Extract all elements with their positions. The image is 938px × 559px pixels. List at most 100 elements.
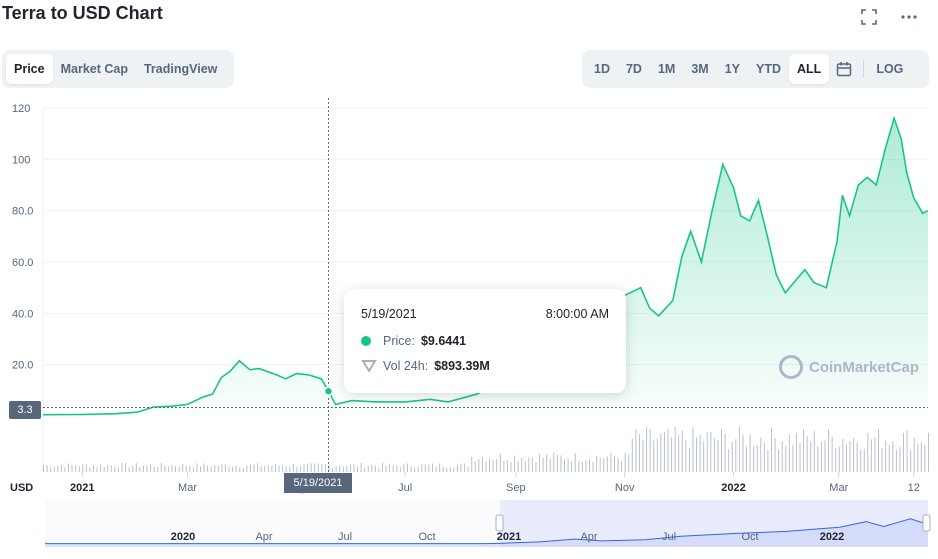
volume-bar [431,463,433,472]
volume-bar [439,463,441,472]
volume-bar [71,464,73,472]
volume-bar [167,466,169,472]
volume-bar [506,460,508,472]
x-tick-label: Mar [829,482,848,494]
volume-bar [642,439,644,472]
navigator-tick-label: 2020 [171,531,195,543]
volume-bar [142,465,144,472]
volume-bar [246,465,248,472]
volume-bar [175,466,177,472]
volume-bar [799,443,801,472]
volume-bar [43,465,44,472]
volume-bar [885,440,887,472]
more-horizontal-icon[interactable] [898,9,920,29]
price-dot-icon [361,336,371,346]
volume-bar [842,438,844,472]
volume-bar [53,466,55,472]
range-7d[interactable]: 7D [625,62,642,76]
volume-bar [310,463,312,472]
range-ytd[interactable]: YTD [756,62,782,76]
volume-bar [428,464,430,472]
volume-bar [121,463,123,472]
navigator[interactable]: 2020 Apr Jul Oct 2021 Apr Jul Oct 2022 [45,500,931,547]
volume-bar [738,426,740,472]
x-tick-label: Sep [506,482,526,494]
volume-bar [478,459,480,472]
navigator-tick-label: 2022 [820,531,844,543]
volume-bar [514,455,516,472]
volume-bar [528,457,530,472]
volume-bar [274,463,276,472]
volume-bar [110,465,112,472]
volume-bar [221,464,223,472]
volume-bar [792,444,794,472]
tooltip-date: 5/19/2021 [361,307,417,321]
volume-bar [667,428,669,472]
y-tick-label: 80.0 [12,206,33,218]
volume-bar [567,458,569,472]
volume-bar [403,463,405,472]
volume-bar [560,455,562,472]
volume-bar [406,463,408,472]
divider [863,60,865,78]
volume-bar [646,427,648,472]
volume-bar [107,465,109,472]
volume-bar [103,466,105,472]
volume-bar [746,446,748,472]
volume-bar [731,441,733,472]
volume-bar [920,442,922,472]
tab-tradingview[interactable]: TradingView [143,62,218,76]
tooltip-time: 8:00:00 AM [545,307,609,321]
navigator-tick-label: Oct [741,531,758,543]
volume-bar [264,465,266,472]
volume-bar [196,463,198,472]
x-tick-label: 12 [908,482,920,494]
volume-bar [556,454,558,472]
volume-bar [442,466,444,472]
coinmarketcap-logo-icon [779,355,803,379]
volume-bar [706,432,708,472]
page-title: Terra to USD Chart [2,3,163,23]
tooltip-volume-label: Vol 24h: [383,359,429,373]
volume-bar [781,441,783,472]
range-all[interactable]: ALL [789,54,830,84]
volume-bar [913,437,915,472]
volume-bar [906,430,908,472]
range-1m[interactable]: 1M [657,62,676,76]
volume-bar [703,441,705,472]
volume-bar [517,461,519,472]
volume-bar [853,438,855,472]
range-1y[interactable]: 1Y [724,62,741,76]
volume-bar [249,464,251,472]
volume-bar [217,465,219,472]
volume-bar [349,464,351,472]
volume-bar [546,454,548,472]
volume-bar [335,466,337,472]
volume-bar [317,463,319,472]
navigator-handle-left[interactable] [495,514,504,532]
calendar-icon[interactable] [829,54,859,84]
expand-icon[interactable] [858,9,880,29]
volume-bar [917,443,919,472]
volume-bar [760,437,762,472]
volume-bar [481,457,483,472]
volume-bar [128,467,130,472]
range-1d[interactable]: 1D [594,62,610,76]
volume-bar [763,442,765,472]
volume-bar [874,437,876,472]
navigator-line [45,518,929,545]
volume-bar [742,434,744,472]
x-tick-label: 2022 [721,482,745,494]
log-toggle[interactable]: LOG [876,62,904,76]
navigator-handle-right[interactable] [922,514,931,532]
tab-market-cap[interactable]: Market Cap [60,62,128,76]
volume-bar [421,464,423,472]
volume-bar [539,454,541,472]
volume-bar [845,444,847,472]
tab-price[interactable]: Price [6,54,53,84]
volume-bar [870,439,872,472]
range-3m[interactable]: 3M [691,62,709,76]
tooltip-price-row: Price: $9.6441 [361,334,466,348]
volume-bar [564,459,566,472]
